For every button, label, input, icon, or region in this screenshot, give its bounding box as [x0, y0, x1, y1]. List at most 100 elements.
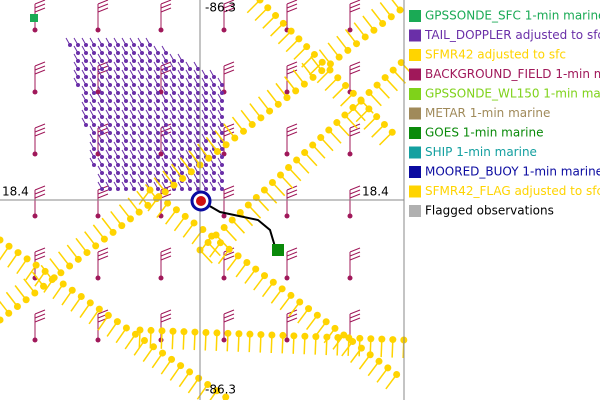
doppler-dot	[100, 67, 104, 71]
doppler-dot	[156, 91, 160, 95]
doppler-dot	[212, 83, 216, 87]
sfmr-dot	[292, 87, 299, 94]
doppler-dot	[156, 75, 160, 79]
doppler-dot	[148, 123, 152, 127]
doppler-dot	[196, 171, 200, 175]
sfmr-dot	[279, 285, 286, 292]
sfmr-dot	[96, 306, 103, 313]
legend-swatch	[409, 186, 421, 198]
sfmr-dot	[246, 331, 253, 338]
doppler-dot	[84, 59, 88, 63]
doppler-dot	[148, 131, 152, 135]
doppler-dot	[172, 59, 176, 63]
sfmr-dot	[362, 33, 369, 40]
doppler-dot	[140, 147, 144, 151]
doppler-dot	[124, 147, 128, 151]
doppler-dot	[180, 67, 184, 71]
sfmr-dot	[301, 149, 308, 156]
doppler-dot	[100, 179, 104, 183]
doppler-dot	[76, 51, 80, 55]
doppler-dot	[100, 147, 104, 151]
sfmr-dot	[334, 334, 341, 341]
doppler-dot	[92, 115, 96, 119]
sfmr-dot	[141, 337, 148, 344]
sfmr-dot	[188, 168, 195, 175]
doppler-dot	[116, 163, 120, 167]
sfmr-dot	[268, 331, 275, 338]
legend-label: SFMR42 adjusted to sfc	[425, 48, 566, 62]
barb-dot	[33, 214, 38, 219]
doppler-dot	[100, 43, 104, 47]
doppler-dot	[164, 147, 168, 151]
doppler-dot	[172, 131, 176, 135]
doppler-dot	[132, 43, 136, 47]
doppler-dot	[148, 75, 152, 79]
sfmr-dot	[388, 13, 395, 20]
sfmr-dot	[101, 236, 108, 243]
doppler-dot	[156, 147, 160, 151]
sfmr-dot	[87, 299, 94, 306]
doppler-dot	[92, 147, 96, 151]
doppler-dot	[68, 43, 72, 47]
doppler-dot	[116, 115, 120, 119]
doppler-dot	[156, 83, 160, 87]
sfmr-dot	[309, 142, 316, 149]
sfmr-dot	[5, 310, 12, 317]
sfmr-dot	[318, 67, 325, 74]
barb-dot	[285, 90, 290, 95]
doppler-dot	[204, 99, 208, 103]
doppler-dot	[204, 163, 208, 167]
sfmr-dot	[110, 229, 117, 236]
sfmr-dot	[66, 263, 73, 270]
doppler-dot	[188, 67, 192, 71]
doppler-dot	[156, 139, 160, 143]
doppler-dot	[164, 139, 168, 143]
storm-center-dot	[196, 196, 206, 206]
lon-label-top: -86.3	[205, 1, 236, 15]
doppler-dot	[140, 155, 144, 159]
doppler-dot	[212, 91, 216, 95]
doppler-dot	[124, 131, 128, 135]
sfmr-dot	[327, 67, 334, 74]
doppler-dot	[132, 51, 136, 55]
sfmr-dot	[127, 215, 134, 222]
doppler-dot	[164, 67, 168, 71]
doppler-dot	[124, 75, 128, 79]
doppler-dot	[140, 187, 144, 191]
doppler-dot	[196, 179, 200, 183]
doppler-dot	[100, 83, 104, 87]
sfmr-dot	[305, 305, 312, 312]
sfmr-dot	[240, 128, 247, 135]
doppler-dot	[116, 51, 120, 55]
doppler-dot	[100, 163, 104, 167]
doppler-dot	[148, 115, 152, 119]
sfmr-dot	[257, 331, 264, 338]
sfmr-dot	[382, 74, 389, 81]
doppler-dot	[92, 67, 96, 71]
sfmr-dot	[78, 293, 85, 300]
sfmr-dot	[182, 213, 189, 220]
sfmr-dot	[249, 121, 256, 128]
doppler-dot	[188, 131, 192, 135]
sfmr-dot	[136, 209, 143, 216]
doppler-dot	[108, 147, 112, 151]
barb-dot	[285, 214, 290, 219]
sfmr-dot	[374, 82, 381, 89]
doppler-dot	[148, 155, 152, 159]
doppler-dot	[220, 171, 224, 175]
doppler-dot	[108, 171, 112, 175]
legend-swatch	[409, 10, 421, 22]
doppler-dot	[188, 155, 192, 159]
sfmr-dot	[311, 51, 318, 58]
doppler-dot	[100, 187, 104, 191]
doppler-dot	[108, 99, 112, 103]
doppler-dot	[212, 115, 216, 119]
sfmr-dot	[334, 74, 341, 81]
doppler-dot	[132, 147, 136, 151]
doppler-dot	[180, 107, 184, 111]
legend-label: BACKGROUND_FIELD 1-min m	[425, 67, 600, 81]
doppler-dot	[172, 115, 176, 119]
doppler-dot	[204, 179, 208, 183]
doppler-dot	[108, 131, 112, 135]
sfmr-dot	[257, 114, 264, 121]
